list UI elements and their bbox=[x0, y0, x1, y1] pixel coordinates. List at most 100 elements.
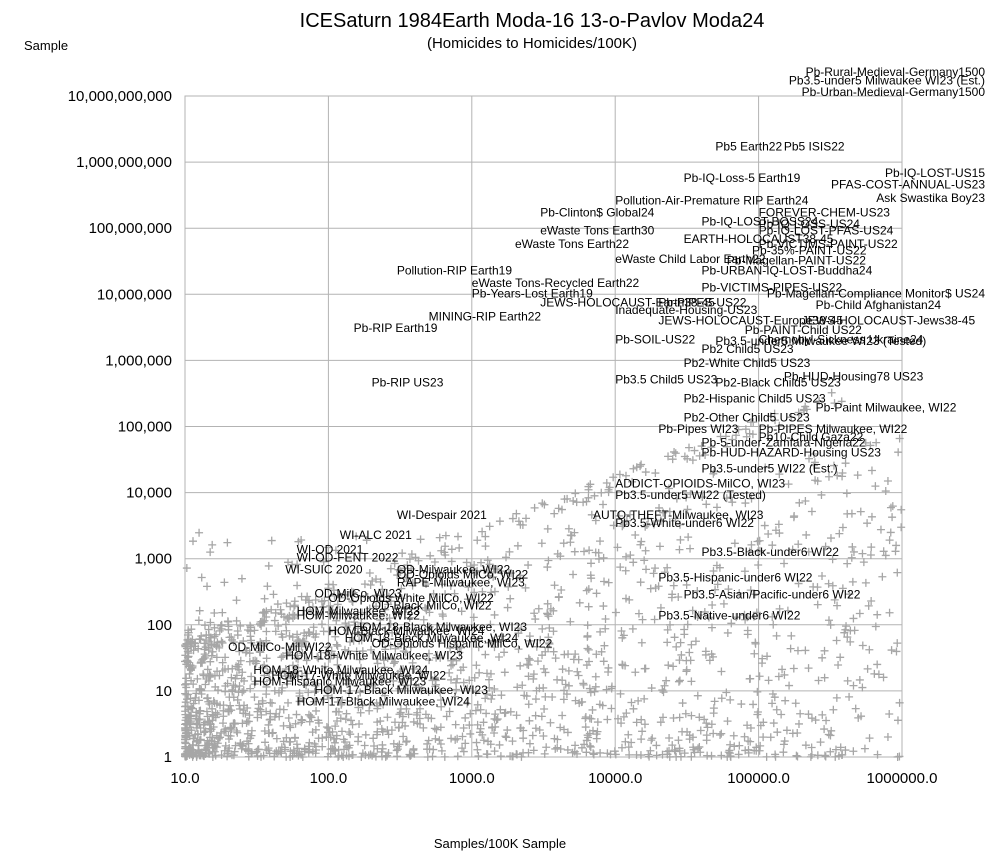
data-point bbox=[233, 627, 242, 636]
data-point bbox=[355, 655, 364, 664]
data-point bbox=[189, 537, 197, 546]
data-point bbox=[746, 723, 755, 732]
data-point bbox=[362, 680, 371, 689]
data-point bbox=[391, 644, 400, 653]
data-point bbox=[685, 648, 694, 657]
data-point bbox=[525, 656, 534, 665]
data-point bbox=[195, 720, 204, 729]
annotation-label: Pb2 Child5 US23 bbox=[702, 342, 794, 356]
data-point bbox=[262, 707, 271, 716]
data-point bbox=[277, 630, 286, 639]
data-point bbox=[678, 727, 687, 736]
data-point bbox=[726, 695, 735, 704]
data-point bbox=[775, 604, 784, 613]
data-point bbox=[707, 650, 716, 659]
data-point bbox=[453, 674, 462, 683]
data-point bbox=[205, 700, 214, 709]
data-point bbox=[341, 668, 350, 677]
data-point bbox=[591, 682, 600, 691]
data-point bbox=[489, 572, 498, 581]
data-point bbox=[233, 728, 242, 737]
data-point bbox=[407, 550, 416, 559]
data-point bbox=[214, 734, 223, 743]
data-point bbox=[813, 600, 822, 609]
annotation-label: JEWS-HOLOCAUST-Jews38-45 bbox=[802, 313, 976, 327]
data-point bbox=[531, 724, 540, 733]
data-point bbox=[672, 642, 681, 651]
data-point bbox=[792, 751, 801, 760]
annotation-label: OD-Black MilCo, WI22 bbox=[372, 599, 492, 613]
data-point bbox=[368, 577, 377, 585]
data-point bbox=[277, 653, 286, 662]
data-point bbox=[534, 604, 543, 613]
data-point bbox=[210, 623, 219, 632]
data-point bbox=[640, 556, 649, 565]
data-point bbox=[857, 712, 866, 721]
data-point bbox=[438, 580, 447, 589]
data-point bbox=[430, 724, 439, 733]
data-point bbox=[245, 657, 254, 666]
data-point bbox=[683, 454, 692, 463]
annotation-label: Pollution-RIP Earth19 bbox=[397, 263, 513, 277]
data-point bbox=[410, 665, 419, 674]
data-point bbox=[202, 746, 211, 755]
data-point bbox=[762, 752, 771, 761]
annotation-label: HOM-18-Black Milwaukee, WI23 bbox=[354, 620, 528, 634]
data-point bbox=[206, 548, 215, 557]
annotation-label: Pollution-Air-Premature RIP Earth24 bbox=[615, 193, 809, 207]
data-point bbox=[362, 536, 371, 545]
data-point bbox=[372, 655, 381, 664]
data-point bbox=[596, 627, 605, 636]
y-tick-label: 100 bbox=[147, 617, 172, 634]
data-point bbox=[489, 637, 498, 646]
data-point bbox=[642, 521, 651, 530]
data-point bbox=[392, 746, 401, 755]
data-point bbox=[514, 645, 523, 654]
data-point bbox=[319, 695, 328, 704]
data-point bbox=[621, 737, 630, 746]
data-point bbox=[637, 715, 646, 724]
data-point bbox=[682, 667, 691, 676]
annotation-label: MINING-RIP Earth22 bbox=[429, 310, 542, 324]
data-point bbox=[314, 734, 323, 743]
data-point bbox=[290, 733, 299, 742]
data-point bbox=[513, 683, 522, 692]
data-point bbox=[571, 696, 580, 705]
annotation-label: Pb-IQ-LOST-BOSS24 bbox=[702, 214, 819, 228]
data-point bbox=[858, 549, 867, 558]
data-point bbox=[264, 720, 273, 729]
data-point bbox=[708, 601, 717, 610]
data-point bbox=[802, 530, 811, 539]
data-point bbox=[262, 636, 271, 645]
data-point bbox=[273, 749, 282, 758]
data-point bbox=[373, 704, 382, 713]
data-point bbox=[302, 669, 311, 678]
data-point bbox=[604, 485, 613, 494]
data-point bbox=[491, 710, 500, 719]
data-point bbox=[606, 750, 615, 759]
data-point bbox=[432, 725, 441, 734]
data-point bbox=[675, 545, 684, 554]
data-point bbox=[451, 735, 460, 744]
data-point bbox=[477, 558, 486, 567]
data-point bbox=[587, 559, 596, 568]
data-point bbox=[260, 661, 269, 670]
data-point bbox=[233, 662, 242, 671]
data-point bbox=[732, 613, 741, 622]
data-point bbox=[288, 661, 297, 670]
data-point bbox=[873, 660, 882, 669]
data-point bbox=[282, 626, 291, 635]
data-point bbox=[372, 602, 381, 611]
data-point bbox=[516, 661, 525, 670]
data-point bbox=[810, 458, 819, 467]
data-point bbox=[237, 574, 246, 583]
data-point bbox=[541, 668, 550, 677]
data-point bbox=[457, 578, 466, 587]
data-point bbox=[322, 648, 331, 657]
data-point bbox=[182, 564, 191, 573]
data-point bbox=[513, 541, 522, 550]
data-point bbox=[865, 734, 874, 743]
data-point bbox=[807, 507, 816, 516]
data-point bbox=[256, 638, 265, 647]
data-point bbox=[475, 728, 484, 737]
